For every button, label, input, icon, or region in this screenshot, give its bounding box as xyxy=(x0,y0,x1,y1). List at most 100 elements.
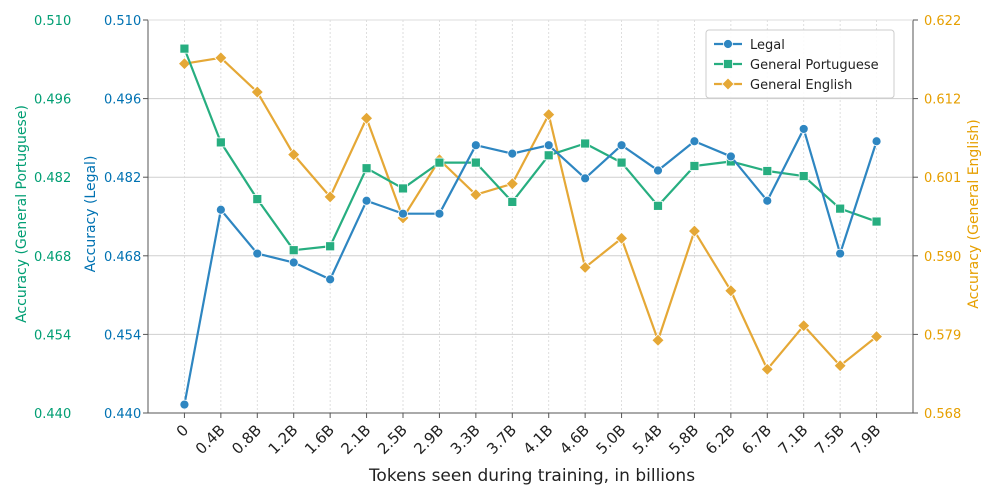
legend-label-legal: Legal xyxy=(750,38,785,53)
y-tick-label-general-portuguese: 0.496 xyxy=(34,93,71,108)
x-tick-label: 6.7B xyxy=(738,421,775,458)
data-point-general-english xyxy=(870,330,884,344)
x-tick-label: 4.6B xyxy=(556,421,593,458)
data-point-legal xyxy=(252,248,263,259)
data-point-legal xyxy=(179,399,190,410)
legend: Legal General Portuguese General English xyxy=(705,29,895,99)
x-tick-label: 2.9B xyxy=(410,421,447,458)
x-tick-label: 0.8B xyxy=(228,421,265,458)
data-point-legal xyxy=(361,195,372,206)
data-point-general-portuguese xyxy=(798,171,809,181)
x-tick-label: 1.6B xyxy=(301,421,338,458)
data-point-legal xyxy=(543,140,554,151)
data-point-legal xyxy=(580,173,591,184)
data-point-general-english xyxy=(687,224,701,238)
y-tick-label-general-english: 0.568 xyxy=(924,407,961,422)
data-point-legal xyxy=(434,208,445,219)
data-point-general-portuguese xyxy=(361,163,372,174)
x-tick-label: 7.1B xyxy=(775,421,812,458)
data-point-general-english xyxy=(323,190,337,204)
data-point-legal xyxy=(798,124,809,134)
x-tick-label: 5.8B xyxy=(665,421,702,458)
legend-marker-general-portuguese xyxy=(723,59,733,69)
data-point-general-portuguese xyxy=(871,216,882,227)
y-tick-label-general-english: 0.601 xyxy=(924,171,961,186)
data-point-general-portuguese xyxy=(835,203,846,214)
data-point-legal xyxy=(871,136,882,147)
data-point-general-portuguese xyxy=(215,137,226,148)
plot-frame xyxy=(147,19,914,414)
x-tick-label: 6.2B xyxy=(702,421,739,458)
series-general-portuguese xyxy=(179,43,882,256)
data-point-general-english xyxy=(505,177,519,191)
data-point-general-english xyxy=(287,148,301,162)
data-point-general-english xyxy=(578,260,592,275)
data-point-legal xyxy=(470,140,481,151)
data-point-legal xyxy=(653,165,663,176)
data-point-general-portuguese xyxy=(470,157,481,168)
x-tick-label: 7.5B xyxy=(811,421,848,458)
legend-box xyxy=(705,29,895,99)
y-tick-label-general-portuguese: 0.510 xyxy=(34,14,71,29)
data-point-general-english xyxy=(797,319,811,333)
data-point-general-portuguese xyxy=(507,197,518,207)
data-point-legal xyxy=(616,140,627,151)
legend-marker-general-english xyxy=(721,77,735,91)
y-axis-label-general-english: Accuracy (General English) xyxy=(966,119,982,308)
data-point-general-english xyxy=(360,111,374,125)
data-point-legal xyxy=(507,148,518,159)
series-line-legal xyxy=(183,127,878,405)
x-tick-label: 7.9B xyxy=(848,421,885,458)
data-point-general-portuguese xyxy=(762,166,773,176)
data-point-legal xyxy=(689,136,700,147)
data-point-general-portuguese xyxy=(434,157,445,168)
data-point-legal xyxy=(288,257,299,268)
data-point-general-portuguese xyxy=(543,150,554,161)
data-point-legal xyxy=(215,204,226,215)
x-tick-label: 1.2B xyxy=(265,421,302,458)
y-tick-label-general-portuguese: 0.454 xyxy=(34,328,71,343)
y-tick-label-general-english: 0.622 xyxy=(924,14,961,29)
data-point-legal xyxy=(835,248,846,259)
data-point-general-portuguese xyxy=(689,161,700,171)
x-axis-label: Tokens seen during training, in billions xyxy=(368,466,695,486)
y-axis-label-legal: Accuracy (Legal) xyxy=(83,156,99,273)
data-point-general-portuguese xyxy=(288,245,299,256)
data-point-general-portuguese xyxy=(398,183,408,194)
series-general-english xyxy=(177,51,884,376)
series-line-general-portuguese xyxy=(183,48,877,252)
data-point-general-portuguese xyxy=(325,241,336,252)
data-point-general-english xyxy=(250,85,264,99)
x-tick-label: 3.3B xyxy=(447,421,484,458)
x-tick-label: 5.0B xyxy=(593,421,630,458)
legend-label-general-english: General English xyxy=(750,78,852,93)
x-tick-label: 0 xyxy=(173,421,192,440)
legend-marker-legal xyxy=(723,39,733,49)
y-tick-label-general-portuguese: 0.468 xyxy=(34,250,71,265)
y-tick-label-general-portuguese: 0.482 xyxy=(34,171,71,186)
y-tick-label-legal: 0.482 xyxy=(104,171,141,186)
y-tick-label-legal: 0.468 xyxy=(104,250,141,265)
data-point-general-english xyxy=(760,362,774,376)
x-tick-label: 4.1B xyxy=(520,421,557,458)
data-point-general-portuguese xyxy=(580,138,591,149)
data-point-legal xyxy=(325,274,336,285)
x-tick-label: 3.7B xyxy=(483,421,520,458)
legend-label-general-portuguese: General Portuguese xyxy=(750,58,879,73)
y-tick-label-legal: 0.510 xyxy=(104,14,141,29)
x-tick-label: 5.4B xyxy=(629,421,666,458)
x-tick-label: 2.5B xyxy=(374,421,411,458)
x-tick-label: 0.4B xyxy=(192,421,229,458)
y-tick-label-legal: 0.496 xyxy=(104,93,141,108)
data-point-general-english xyxy=(724,284,738,298)
data-point-general-english xyxy=(214,51,228,65)
data-point-general-english xyxy=(542,108,556,122)
data-point-general-portuguese xyxy=(179,43,190,54)
series-legal xyxy=(179,124,882,410)
data-point-general-portuguese xyxy=(252,194,263,204)
data-point-general-english xyxy=(651,333,665,347)
y-axis-label-general-portuguese: Accuracy (General Portuguese) xyxy=(14,105,30,323)
x-tick-label: 2.1B xyxy=(338,421,375,458)
y-tick-label-legal: 0.440 xyxy=(104,407,141,422)
data-point-general-portuguese xyxy=(653,200,663,211)
